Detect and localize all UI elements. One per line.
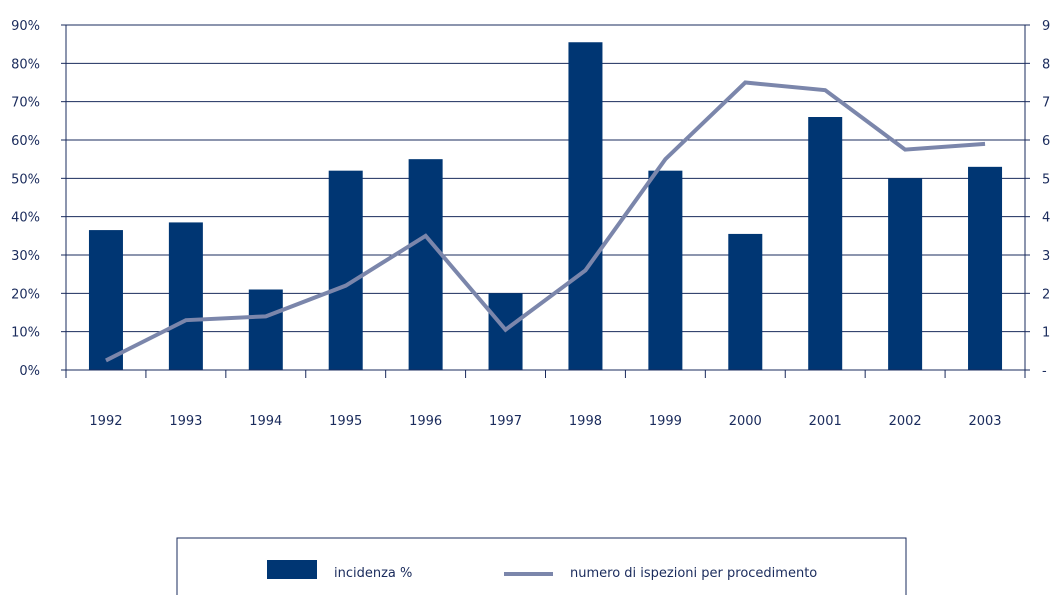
bar-series xyxy=(88,42,1003,370)
x-axis-ticks: 1992 1993 1994 1995 1996 1997 1998 1999 2000 2001… xyxy=(65,370,1026,429)
left-tick-label: 40% xyxy=(11,211,40,226)
x-tick-label: 1999 xyxy=(649,414,682,429)
left-tick-label: 0% xyxy=(19,364,40,379)
right-axis-ticks: - 1 2 3 4 5 6 7 8 9 xyxy=(1025,19,1050,379)
bar xyxy=(968,166,1003,370)
legend-box xyxy=(176,537,907,595)
legend-bar-label: incidenza % xyxy=(334,566,412,581)
right-tick-label: 1 xyxy=(1042,326,1050,341)
x-tick-label: 1996 xyxy=(409,414,442,429)
x-tick-label: 1995 xyxy=(329,414,362,429)
x-tick-label: 2003 xyxy=(968,414,1001,429)
right-tick-label: 9 xyxy=(1042,19,1050,34)
bar xyxy=(728,233,763,370)
line-series xyxy=(105,80,986,363)
left-tick-label: 30% xyxy=(11,249,40,264)
left-tick-label: 20% xyxy=(11,287,40,302)
right-tick-label: 8 xyxy=(1042,57,1050,72)
bar xyxy=(808,117,843,370)
left-tick-label: 80% xyxy=(11,57,40,72)
series-line xyxy=(105,80,986,363)
legend-bar-swatch xyxy=(267,560,317,579)
x-tick-label: 2001 xyxy=(809,414,842,429)
x-tick-label: 2002 xyxy=(889,414,922,429)
bar xyxy=(648,170,683,370)
left-tick-label: 10% xyxy=(11,326,40,341)
grid-lines xyxy=(66,24,1025,371)
bar xyxy=(328,170,363,370)
bar xyxy=(568,42,603,370)
right-tick-label: - xyxy=(1042,364,1047,379)
right-tick-label: 7 xyxy=(1042,96,1050,111)
right-tick-label: 4 xyxy=(1042,211,1050,226)
x-tick-label: 2000 xyxy=(729,414,762,429)
bar xyxy=(248,289,283,370)
bar xyxy=(888,178,923,370)
legend-line-label: numero di ispezioni per procedimento xyxy=(570,566,817,581)
bar xyxy=(88,230,123,370)
x-tick-label: 1997 xyxy=(489,414,522,429)
left-tick-label: 90% xyxy=(11,19,40,34)
left-tick-label: 50% xyxy=(11,172,40,187)
bar xyxy=(168,222,203,370)
x-tick-label: 1992 xyxy=(89,414,122,429)
x-tick-label: 1994 xyxy=(249,414,282,429)
left-tick-label: 60% xyxy=(11,134,40,149)
bar xyxy=(408,159,443,370)
left-tick-label: 70% xyxy=(11,96,40,111)
x-tick-label: 1993 xyxy=(169,414,202,429)
right-tick-label: 6 xyxy=(1042,134,1050,149)
right-tick-label: 3 xyxy=(1042,249,1050,264)
right-tick-label: 2 xyxy=(1042,287,1050,302)
right-tick-label: 5 xyxy=(1042,172,1050,187)
left-axis-ticks: 0% 10% 20% 30% 40% 50% 60% 70% 80% 90% xyxy=(11,19,66,379)
legend: incidenza % numero di ispezioni per proc… xyxy=(176,537,907,595)
x-tick-label: 1998 xyxy=(569,414,602,429)
